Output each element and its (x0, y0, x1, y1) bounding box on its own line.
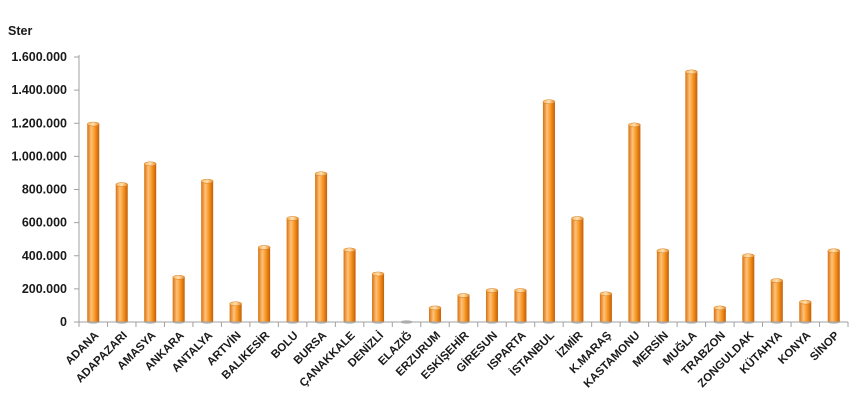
bar-cap (257, 245, 271, 250)
y-tick-label: 800.000 (22, 183, 67, 197)
bar-cap (371, 271, 385, 277)
bar-gi̇resun (485, 290, 498, 322)
bar-cap (172, 275, 185, 280)
bar-cap (314, 171, 328, 177)
bar-cap (428, 305, 442, 311)
bar-amasya (144, 163, 157, 322)
bar-cap (685, 69, 698, 75)
bar-cap (799, 299, 812, 305)
bar-mersi̇n (656, 250, 669, 322)
bar-cap (200, 178, 214, 184)
bar-cap (571, 216, 584, 221)
bar-cap (86, 121, 100, 127)
y-tick-label: 0 (60, 315, 67, 329)
bar-konya (799, 302, 812, 322)
bar-cap (343, 247, 356, 253)
y-tick-label: 600.000 (22, 216, 67, 230)
bar-cap (457, 293, 470, 298)
bar-cap (542, 99, 556, 104)
bar-antalya (201, 181, 214, 322)
bar-bolu (286, 218, 299, 322)
bar-cap (827, 248, 841, 254)
y-tick-label: 1.400.000 (11, 83, 67, 97)
bar-muğla (685, 71, 698, 322)
bar-cap (286, 216, 299, 221)
y-tick-label: 200.000 (22, 282, 67, 296)
bar-kütahya (770, 280, 783, 322)
bar-cap (742, 253, 755, 258)
bar-cap (656, 248, 670, 254)
y-axis-ticks: 0 200.000 400.000 600.000 800.000 1.000.000 1.… (11, 50, 79, 329)
bar-cap (713, 305, 727, 311)
bar-si̇nop (827, 250, 840, 322)
bar-kastamonu (628, 124, 641, 322)
axes (78, 55, 849, 327)
x-axis-ticks: ADANAADAPAZARIAMASYAANKARAANTALYAARTVİNB… (64, 328, 843, 390)
y-tick-label: 400.000 (22, 249, 67, 263)
bar-çanakkale (343, 249, 356, 322)
y-tick-label: 1.600.000 (11, 50, 67, 64)
bar-i̇zmi̇r (571, 218, 584, 322)
bar-trabzon (713, 307, 726, 322)
y-tick-label: 1.200.000 (11, 116, 67, 130)
bar-cap (599, 291, 613, 297)
bar-erzurum (429, 307, 442, 322)
bar-isparta (514, 290, 527, 322)
bar-artvi̇n (229, 303, 242, 322)
y-tick-label: 1.000.000 (11, 149, 67, 163)
bar-adana (87, 124, 100, 322)
bar-cap (514, 288, 527, 293)
bar-i̇stanbul (542, 101, 555, 322)
bar-cap (229, 301, 242, 307)
bar-adapazari (115, 184, 128, 322)
x-tick-label: SİNOP (807, 329, 842, 364)
y-axis-label: Ster (8, 24, 32, 38)
bars (86, 69, 841, 324)
bar-deni̇zli̇ (372, 273, 385, 322)
bar-cap (628, 122, 641, 128)
bar-k.maraş (599, 293, 612, 322)
bar-cap (770, 278, 784, 283)
bar-bursa (315, 173, 328, 322)
bar-cap (115, 182, 128, 187)
bar-balikesi̇r (258, 247, 271, 322)
bar-cap (485, 288, 499, 293)
bar-eski̇şehi̇r (457, 295, 470, 322)
bar-ankara (172, 277, 185, 322)
bar-zonguldak (742, 255, 755, 322)
bar-cap (143, 161, 157, 167)
